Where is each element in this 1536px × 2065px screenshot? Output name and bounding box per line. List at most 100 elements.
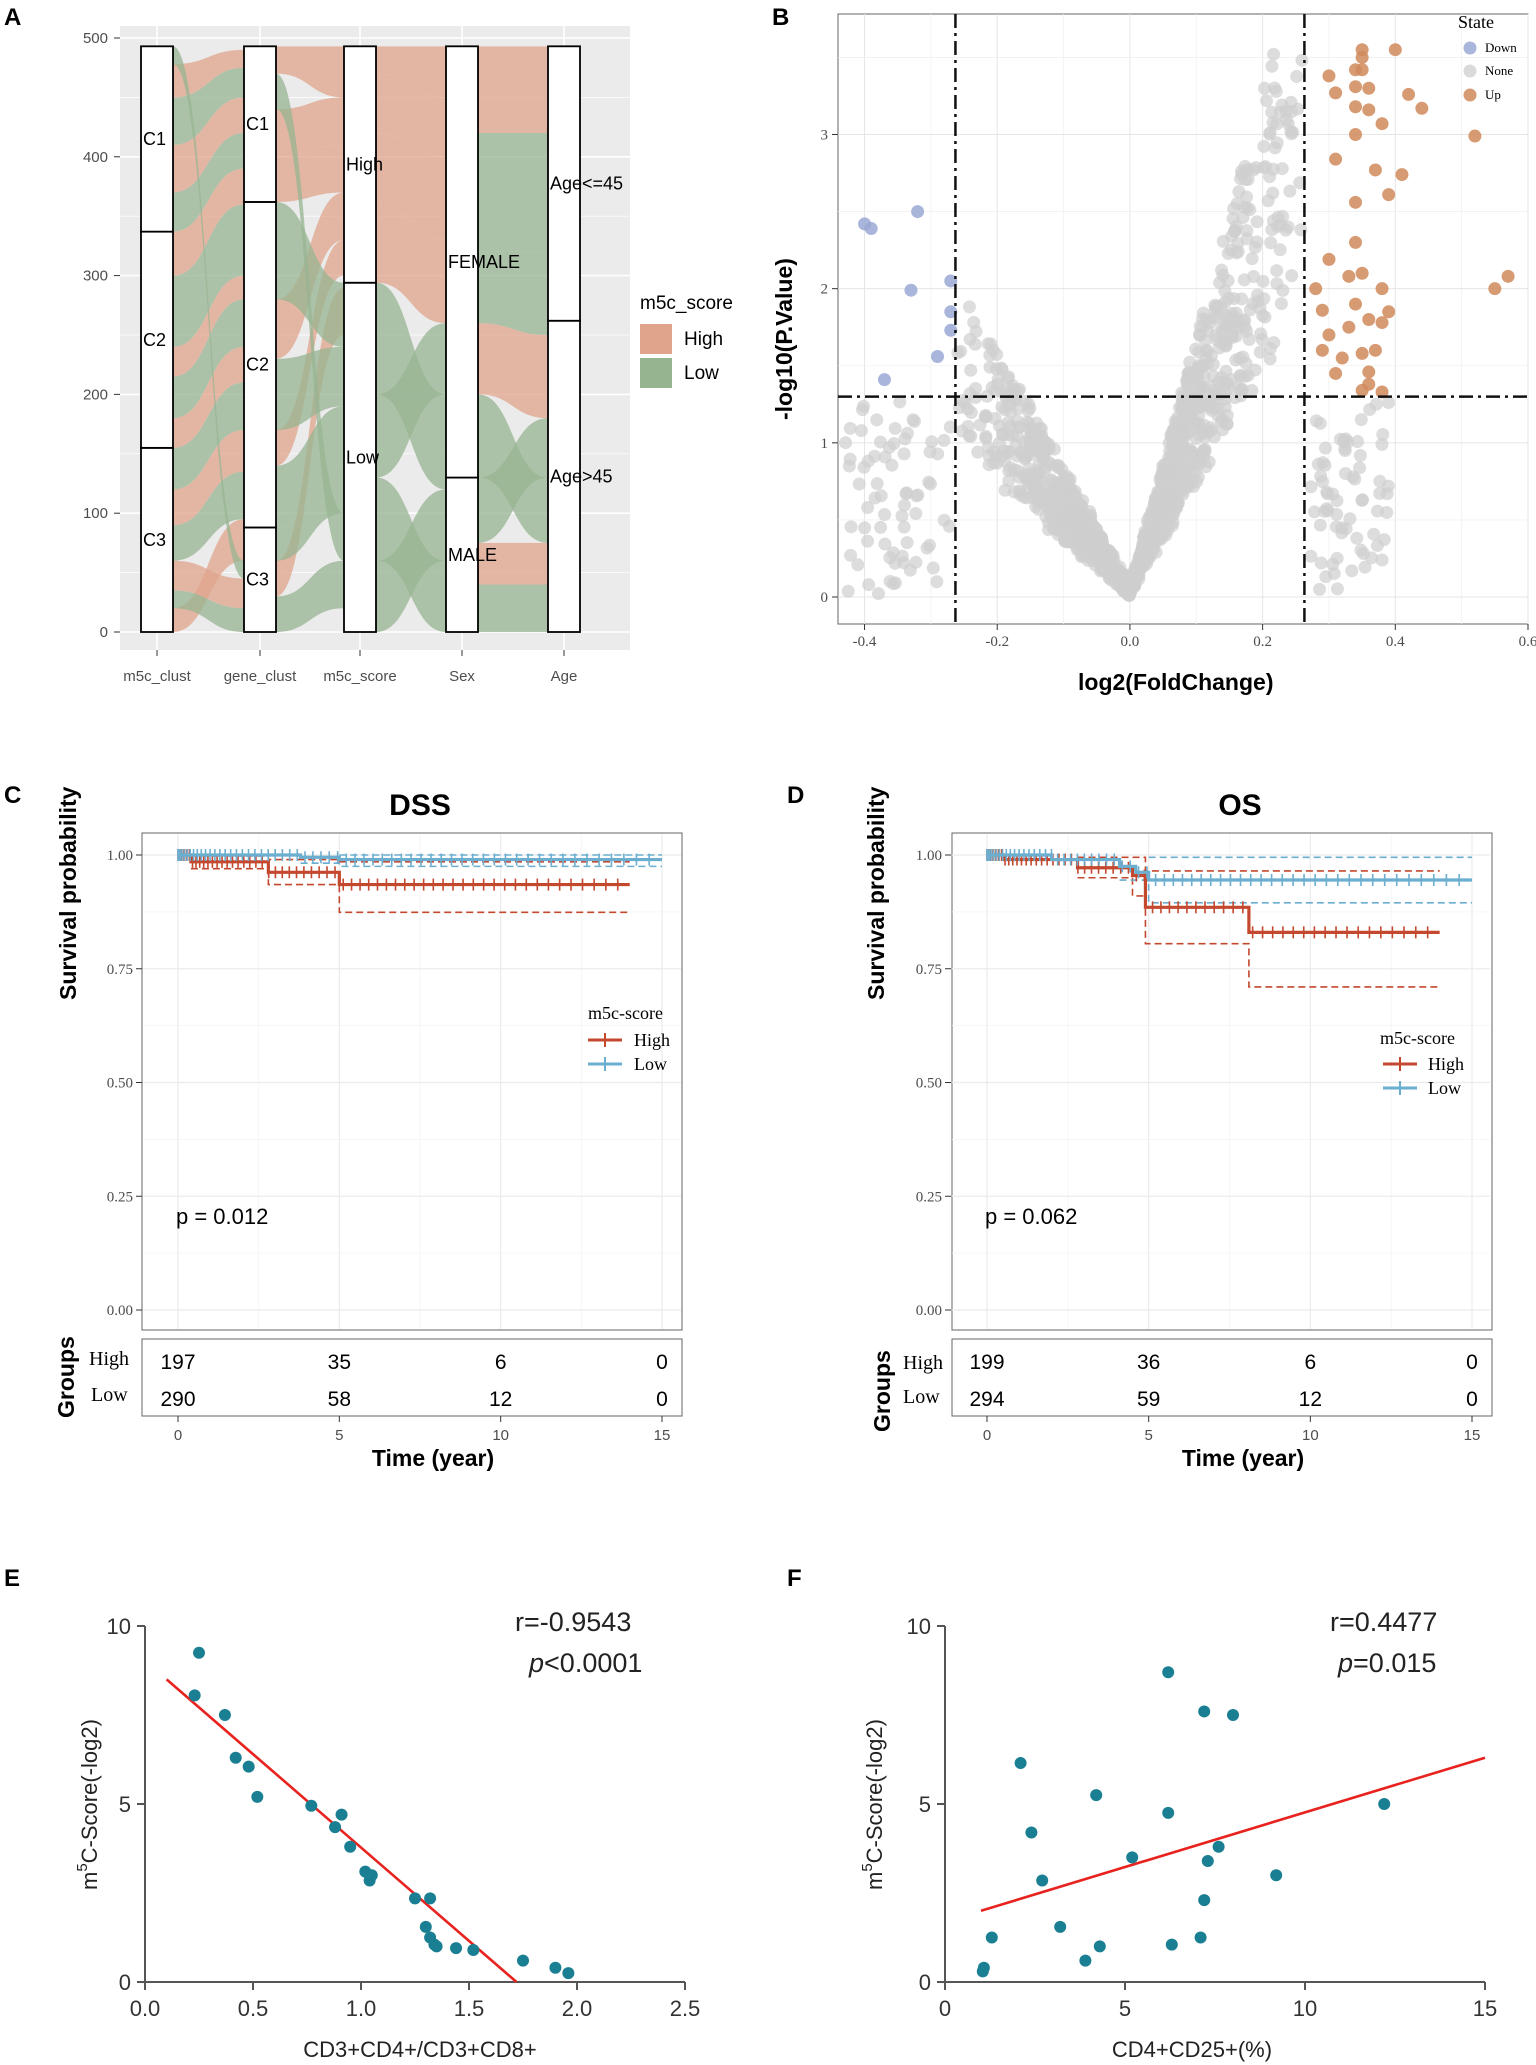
point-none (1351, 435, 1365, 449)
data-point (1126, 1851, 1139, 1864)
point-none (856, 403, 870, 417)
point-up (1355, 63, 1369, 77)
point-none (968, 337, 982, 351)
data-point (1162, 1666, 1175, 1679)
y-tick-label: 1.00 (107, 848, 133, 864)
point-up (1368, 163, 1382, 177)
dss-p-value: p = 0.012 (176, 1204, 268, 1229)
flow-high (376, 73, 446, 157)
volcano-legend-title: State (1458, 12, 1494, 32)
point-none (1212, 310, 1226, 324)
point-none (1113, 560, 1127, 574)
flow-high (376, 46, 446, 98)
os-y-title: Survival probability (863, 786, 889, 1000)
point-none (1207, 430, 1221, 444)
x-tick-label: 5 (1144, 1427, 1152, 1444)
point-none (1196, 306, 1210, 320)
point-none (1151, 485, 1165, 499)
data-point (1201, 1854, 1214, 1867)
point-none (1283, 184, 1297, 198)
point-none (1226, 212, 1240, 226)
point-up (1375, 117, 1389, 131)
point-none (844, 520, 858, 534)
flow-high (376, 133, 446, 240)
flow-high (376, 204, 446, 324)
point-none (1065, 488, 1079, 502)
point-none (1232, 185, 1246, 199)
point-none (1181, 473, 1195, 487)
stratum-label: Low (346, 447, 380, 467)
stratum-label: High (346, 155, 383, 175)
risk-value: 6 (495, 1351, 507, 1374)
point-none (1186, 369, 1200, 383)
point-none (926, 561, 940, 575)
point-none (922, 475, 936, 489)
ci-lower-low (1119, 879, 1472, 904)
alluvial-strata: C3 C2 C1 C3 C2 C1 Low High MALE FEMALE Age>45 Age<=… (140, 45, 623, 633)
panel-c: C DSS 0.00 0.25 0.50 0.75 1.00 Survival prob… (4, 782, 683, 1471)
stratum-label: FEMALE (448, 252, 520, 272)
x-tick-label: 0 (174, 1427, 182, 1444)
y-tick-label: 200 (83, 386, 108, 403)
scatter-f-r: r=0.4477 (1330, 1607, 1437, 1637)
flow-low (173, 590, 244, 632)
point-none (1313, 518, 1327, 532)
volcano-thresholds (838, 14, 1528, 624)
point-none (1263, 352, 1277, 366)
point-none (897, 447, 911, 461)
risk-value: 197 (160, 1351, 195, 1374)
point-none (1047, 442, 1061, 456)
risk-value: 58 (328, 1388, 351, 1411)
point-none (1003, 461, 1017, 475)
point-none (1345, 564, 1359, 578)
point-down (911, 205, 925, 219)
flow-low (276, 560, 344, 632)
point-none (994, 361, 1008, 375)
data-point (1090, 1789, 1103, 1802)
data-point (229, 1751, 242, 1764)
point-none (1196, 358, 1210, 372)
y-tick-label: 500 (83, 30, 108, 47)
point-none (983, 348, 997, 362)
flow-low (276, 346, 344, 431)
data-point (1378, 1798, 1391, 1810)
dss-risk-label-high: High (89, 1348, 129, 1370)
volcano-legend-up: Up (1485, 87, 1501, 102)
point-none (961, 419, 975, 433)
flow-high (173, 430, 244, 526)
point-up (1342, 269, 1356, 283)
point-none (909, 489, 923, 503)
point-up (1349, 128, 1362, 141)
point-up (1415, 101, 1429, 115)
point-none (996, 428, 1010, 442)
point-none (852, 477, 866, 491)
legend-swatch-high (640, 324, 672, 354)
x-tick-label: 15 (654, 1427, 671, 1444)
volcano-legend-none: None (1485, 63, 1513, 78)
x-tick-label: 2.5 (670, 1996, 701, 2021)
y-tick-label: 5 (919, 1792, 931, 1817)
point-up (1315, 343, 1329, 357)
os-plot-area (951, 832, 1493, 1331)
flow-low (276, 73, 344, 561)
scatter-e-points (165, 1646, 575, 1983)
point-up (1488, 282, 1502, 296)
point-up (1349, 100, 1362, 114)
risk-value: 12 (489, 1388, 512, 1411)
point-none (1304, 549, 1318, 563)
risk-value: 6 (1304, 1351, 1316, 1374)
y-tick-label: 0.00 (916, 1303, 942, 1319)
point-none (1264, 236, 1278, 250)
os-p-value: p = 0.062 (985, 1204, 1077, 1229)
dss-ticks: 0.00 0.25 0.50 0.75 1.00 (107, 848, 142, 1319)
point-down (931, 350, 945, 363)
point-none (942, 519, 956, 533)
point-none (883, 551, 897, 565)
point-none (861, 534, 875, 548)
point-none (1154, 508, 1168, 522)
dss-legend-low: Low (634, 1054, 667, 1074)
point-none (1314, 556, 1328, 570)
y-tick-label: 0 (119, 1970, 131, 1995)
point-none (1032, 491, 1046, 505)
point-none (1311, 457, 1325, 471)
